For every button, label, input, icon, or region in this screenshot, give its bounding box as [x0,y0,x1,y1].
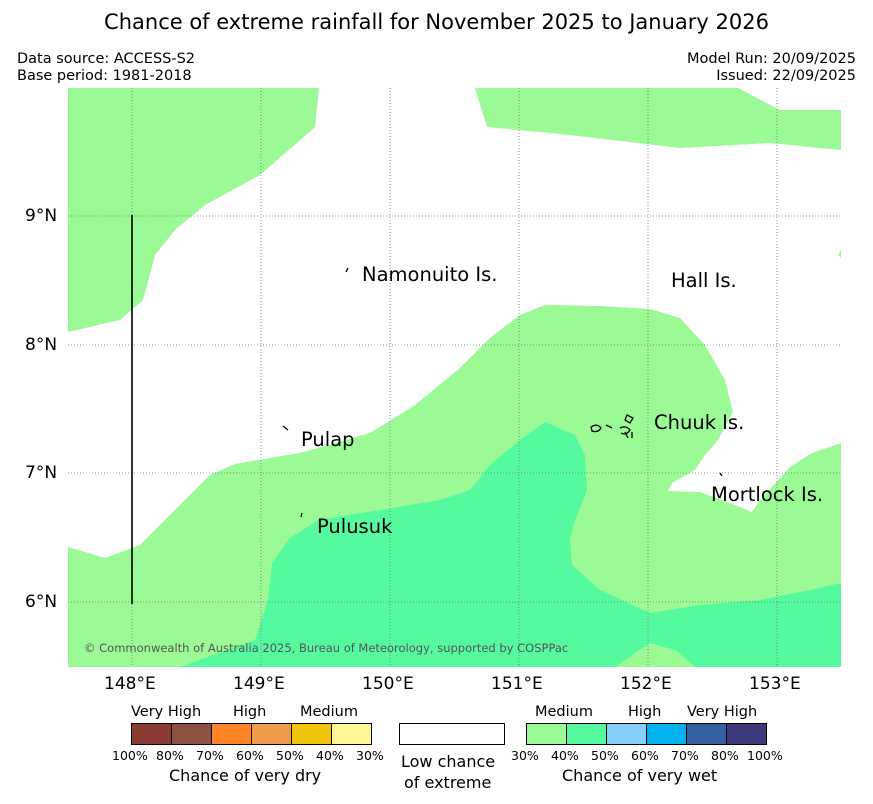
dry-pct-50: 50% [276,748,304,763]
base-period: Base period: 1981-2018 [17,68,192,84]
dry-swatch-4 [251,723,292,745]
mortlock-island [719,472,723,477]
issued-date: Issued: 22/09/2025 [716,68,856,84]
wet-medium-region-north-west [68,88,319,332]
dry-swatch-6 [331,723,372,745]
wet-medium-region-south [68,305,841,667]
map-title: Chance of extreme rainfall for November … [104,10,769,34]
dry-swatch-1 [131,723,172,745]
dry-pct-80: 80% [156,748,184,763]
dry-swatch-5 [291,723,332,745]
wet-pct-60: 60% [631,748,659,763]
label-pulap: Pulap [301,428,355,451]
dry-pct-60: 60% [236,748,264,763]
island-outlines [282,267,723,518]
model-run: Model Run: 20/09/2025 [686,51,856,67]
wet-high-label: High [628,704,662,720]
lat-tick-8n: 8°N [25,335,58,355]
wet-swatch-1 [526,723,567,745]
wet-medium-region-north-east [475,88,841,150]
chuuk-island-1 [590,424,602,433]
wet-medium-label: Medium [535,704,593,720]
dry-pct-70: 70% [196,748,224,763]
wet-pct-70: 70% [671,748,699,763]
wet-medium-region-east-edge [838,250,841,258]
lon-tick-151e: 151°E [491,674,543,694]
wet-swatch-2 [566,723,607,745]
dry-swatch-2 [171,723,212,745]
label-chuuk: Chuuk Is. [654,411,745,434]
wet-swatch-4 [646,723,687,745]
wet-swatch-6 [726,723,767,745]
chuuk-island-4 [624,414,634,424]
lon-tick-150e: 150°E [362,674,414,694]
dry-swatch-3 [211,723,252,745]
lon-tick-153e: 153°E [749,674,801,694]
dry-pct-100: 100% [112,748,148,763]
lat-tick-6n: 6°N [25,592,58,612]
lon-tick-152e: 152°E [620,674,672,694]
lon-tick-148e: 148°E [104,674,156,694]
dry-caption: Chance of very dry [169,766,322,785]
copyright-notice: © Commonwealth of Australia 2025, Bureau… [84,641,569,655]
label-mortlock: Mortlock Is. [711,483,824,506]
wet-swatch-5 [686,723,727,745]
chuuk-island-2 [605,424,613,429]
low-chance-line2: of extreme [404,773,492,792]
label-pulusuk: Pulusuk [317,515,393,538]
wet-pct-50: 50% [591,748,619,763]
wet-pct-40: 40% [551,748,579,763]
wet-high-region-south [180,422,841,667]
wet-swatch-3 [606,723,647,745]
data-source: Data source: ACCESS-S2 [17,51,196,67]
namonuito-island [345,267,349,273]
wet-pct-30: 30% [511,748,539,763]
label-namonuito: Namonuito Is. [362,263,498,286]
dry-pct-40: 40% [316,748,344,763]
wet-very-high-label: Very High [687,704,758,720]
wet-medium-patch-bottom [615,643,695,667]
lat-tick-7n: 7°N [25,463,58,483]
wet-pct-100: 100% [747,748,783,763]
chuuk-island-5 [624,431,629,439]
dry-medium-label: Medium [300,704,358,720]
lon-tick-149e: 149°E [233,674,285,694]
label-hall-islands: Hall Is. [671,269,737,292]
pulusuk-island [300,512,303,518]
wet-pct-80: 80% [711,748,739,763]
chuuk-island-3 [619,426,631,435]
dry-high-label: High [233,704,267,720]
wet-caption: Chance of very wet [562,766,718,785]
dry-very-high-label: Very High [131,704,202,720]
pulap-island [282,425,289,431]
low-chance-line1: Low chance [401,752,496,771]
low-chance-swatch [399,723,505,745]
map-gridlines [68,88,841,667]
dry-pct-30: 30% [356,748,384,763]
lat-tick-9n: 9°N [25,206,58,226]
